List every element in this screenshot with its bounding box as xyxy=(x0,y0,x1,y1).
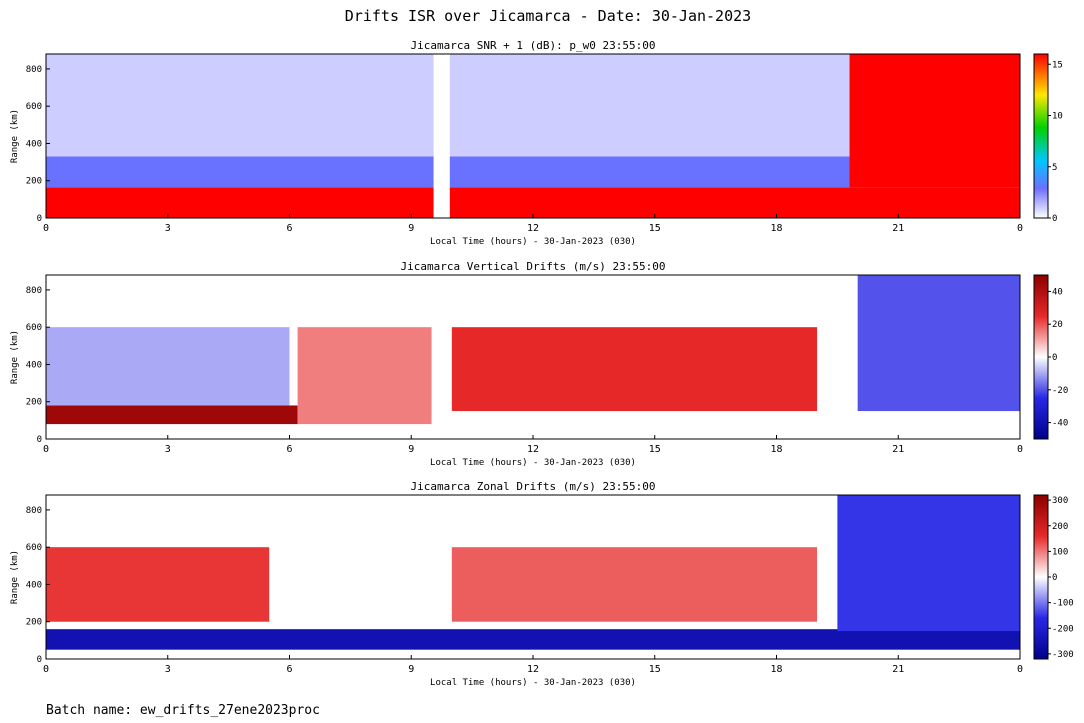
y-tick-label: 400 xyxy=(26,580,42,590)
x-tick-label: 21 xyxy=(892,444,904,455)
heatmap-band-3 xyxy=(451,547,818,622)
heatmap-band-3 xyxy=(451,327,818,412)
y-tick-label: 200 xyxy=(26,618,42,628)
heatmap-band-4 xyxy=(849,54,1020,188)
x-tick-label: 21 xyxy=(892,223,904,234)
heatmap-band-1 xyxy=(46,629,1020,650)
colorbar-tick-label: 0 xyxy=(1052,573,1057,583)
x-tick-label: 9 xyxy=(408,664,414,675)
y-axis-label: Range (km) xyxy=(10,330,20,384)
x-tick-label: 3 xyxy=(165,664,171,675)
x-tick-label: 15 xyxy=(649,444,661,455)
colorbar-tick-label: 40 xyxy=(1052,287,1063,297)
x-tick-label: 9 xyxy=(408,223,414,234)
y-tick-label: 200 xyxy=(26,177,42,187)
x-tick-label: 6 xyxy=(286,664,292,675)
panels: Jicamarca SNR + 1 (dB): p_w0 23:55:00 0 3 6… xyxy=(10,39,1074,688)
x-tick-label: 0 xyxy=(1017,223,1023,234)
x-tick-label: 6 xyxy=(286,223,292,234)
colorbar-tick-label: 20 xyxy=(1052,320,1063,330)
colorbar-tick-label: 200 xyxy=(1052,522,1068,532)
x-tick-label: 0 xyxy=(1017,444,1023,455)
x-tick-label: 6 xyxy=(286,444,292,455)
x-tick-label: 3 xyxy=(165,223,171,234)
panel-title: Jicamarca SNR + 1 (dB): p_w0 23:55:00 xyxy=(410,39,655,52)
colorbar xyxy=(1033,274,1049,440)
colorbar xyxy=(1033,53,1049,219)
x-tick-label: 21 xyxy=(892,664,904,675)
heatmap-band-5 xyxy=(433,54,450,218)
x-axis-label: Local Time (hours) - 30-Jan-2023 (030) xyxy=(430,458,636,468)
heatmap-band-4 xyxy=(837,495,1020,632)
y-tick-label: 600 xyxy=(26,102,42,112)
y-tick-label: 600 xyxy=(26,323,42,333)
x-tick-label: 0 xyxy=(43,223,49,234)
y-tick-label: 800 xyxy=(26,286,42,296)
y-tick-label: 400 xyxy=(26,360,42,370)
x-tick-label: 15 xyxy=(649,223,661,234)
y-tick-label: 800 xyxy=(26,65,42,75)
heatmap-band-2 xyxy=(46,547,270,622)
panel-1: Jicamarca SNR + 1 (dB): p_w0 23:55:00 0 3 6… xyxy=(10,39,1063,247)
colorbar-tick-label: 100 xyxy=(1052,547,1068,557)
y-tick-label: 600 xyxy=(26,543,42,553)
batch-name-label: Batch name: ew_drifts_27ene2023proc xyxy=(46,703,320,718)
x-tick-label: 12 xyxy=(527,664,539,675)
x-tick-label: 0 xyxy=(43,664,49,675)
heatmap-band-5 xyxy=(857,275,1020,412)
y-tick-label: 0 xyxy=(37,214,42,224)
x-tick-label: 15 xyxy=(649,664,661,675)
colorbar-tick-label: -300 xyxy=(1052,650,1074,660)
colorbar-tick-label: 0 xyxy=(1052,353,1057,363)
y-axis-label: Range (km) xyxy=(10,109,20,163)
y-tick-label: 200 xyxy=(26,398,42,408)
heatmap-band-4 xyxy=(46,327,290,406)
y-tick-label: 800 xyxy=(26,506,42,516)
panel-title: Jicamarca Vertical Drifts (m/s) 23:55:00 xyxy=(401,260,666,273)
colorbar-tick-label: 15 xyxy=(1052,60,1063,70)
x-tick-label: 3 xyxy=(165,444,171,455)
x-axis-label: Local Time (hours) - 30-Jan-2023 (030) xyxy=(430,237,636,247)
x-tick-label: 0 xyxy=(1017,664,1023,675)
y-tick-label: 400 xyxy=(26,139,42,149)
x-tick-label: 18 xyxy=(770,444,782,455)
colorbar-tick-label: -100 xyxy=(1052,599,1074,609)
x-tick-label: 0 xyxy=(43,444,49,455)
y-tick-label: 0 xyxy=(37,435,42,445)
colorbar-tick-label: -200 xyxy=(1052,624,1074,634)
panel-2: Jicamarca Vertical Drifts (m/s) 23:55:00… xyxy=(10,260,1068,468)
y-tick-label: 0 xyxy=(37,655,42,665)
colorbar-tick-label: 10 xyxy=(1052,112,1063,122)
heatmap-band-1 xyxy=(46,187,1020,218)
x-tick-label: 18 xyxy=(770,664,782,675)
x-tick-label: 9 xyxy=(408,444,414,455)
colorbar-tick-label: -40 xyxy=(1052,419,1068,429)
y-axis-label: Range (km) xyxy=(10,550,20,604)
colorbar-tick-label: -20 xyxy=(1052,386,1068,396)
panel-title: Jicamarca Zonal Drifts (m/s) 23:55:00 xyxy=(410,480,655,493)
colorbar xyxy=(1033,494,1049,660)
colorbar-tick-label: 0 xyxy=(1052,214,1057,224)
colorbar-tick-label: 5 xyxy=(1052,163,1057,173)
heatmap-band-1 xyxy=(46,405,298,425)
x-tick-label: 12 xyxy=(527,223,539,234)
colorbar-tick-label: 300 xyxy=(1052,496,1068,506)
x-tick-label: 18 xyxy=(770,223,782,234)
x-axis-label: Local Time (hours) - 30-Jan-2023 (030) xyxy=(430,678,636,688)
heatmap-band-2 xyxy=(297,327,432,425)
figure-title: Drifts ISR over Jicamarca - Date: 30-Jan… xyxy=(345,7,751,25)
panel-3: Jicamarca Zonal Drifts (m/s) 23:55:00 0 3 6… xyxy=(10,480,1074,688)
x-tick-label: 12 xyxy=(527,444,539,455)
